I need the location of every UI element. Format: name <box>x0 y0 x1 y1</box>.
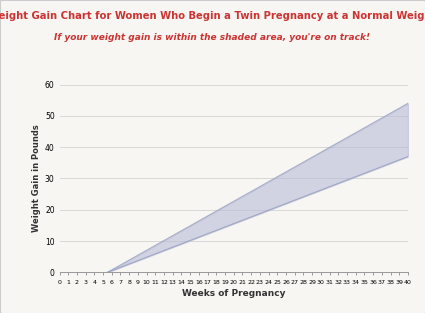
Text: Weight Gain Chart for Women Who Begin a Twin Pregnancy at a Normal Weight: Weight Gain Chart for Women Who Begin a … <box>0 11 425 21</box>
X-axis label: Weeks of Pregnancy: Weeks of Pregnancy <box>182 289 286 298</box>
Text: If your weight gain is within the shaded area, you're on track!: If your weight gain is within the shaded… <box>54 33 371 42</box>
Y-axis label: Weight Gain in Pounds: Weight Gain in Pounds <box>32 125 41 232</box>
